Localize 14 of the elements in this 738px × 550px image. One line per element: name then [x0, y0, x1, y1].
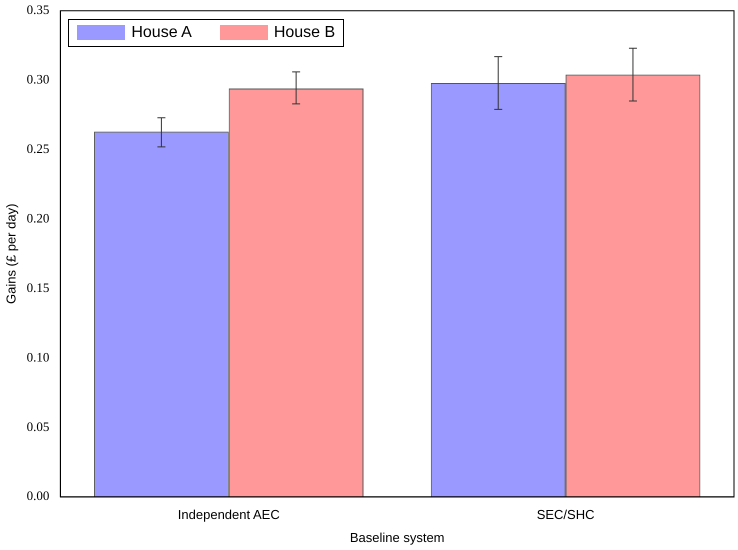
y-tick-label: 0.05	[26, 418, 50, 434]
y-tick-label: 0.20	[26, 210, 50, 226]
y-tick-label: 0.35	[26, 2, 50, 18]
y-tick-label: 0.25	[26, 141, 50, 156]
legend-label: House B	[274, 24, 336, 42]
y-tick-label: 0.15	[26, 280, 50, 295]
y-tick-label: 0.00	[26, 488, 50, 504]
x-axis-title: Baseline system	[350, 530, 445, 545]
x-tick-label: Independent AEC	[178, 507, 280, 522]
y-tick-label: 0.30	[26, 72, 50, 87]
y-tick-label: 0.10	[26, 349, 50, 364]
legend-label: House A	[131, 24, 192, 42]
y-axis-title: Gains (£ per day)	[3, 204, 18, 304]
x-tick-label: SEC/SHC	[536, 507, 594, 522]
